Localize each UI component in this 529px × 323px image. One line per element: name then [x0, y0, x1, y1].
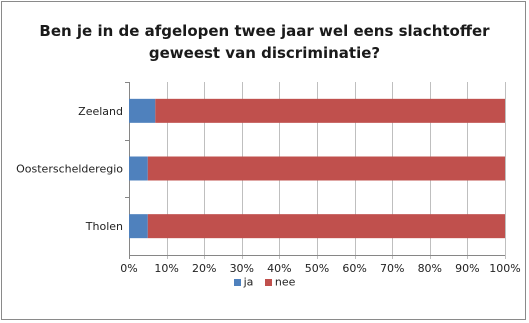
bar-nee-1	[147, 156, 506, 181]
bar-ja-1	[129, 156, 148, 181]
x-tick-label: 30%	[230, 262, 254, 275]
x-tick-label: 0%	[120, 262, 137, 275]
x-tick-label: 90%	[455, 262, 479, 275]
x-tick-label: 20%	[192, 262, 216, 275]
x-tick-label: 60%	[342, 262, 366, 275]
x-tick-label: 80%	[418, 262, 442, 275]
y-category-label: Tholen	[85, 220, 123, 233]
x-tick-label: 10%	[154, 262, 178, 275]
x-tick-label: 50%	[305, 262, 329, 275]
x-tick-label: 40%	[267, 262, 291, 275]
legend-label-ja: ja	[243, 275, 254, 289]
bar-nee-2	[147, 214, 506, 239]
y-category-label: Oosterschelderegio	[16, 163, 123, 176]
x-tick-label: 100%	[489, 262, 520, 275]
legend-swatch-ja	[233, 278, 241, 286]
legend-label-nee: nee	[274, 275, 296, 289]
bar-nee-0	[155, 98, 505, 123]
chart-title-line-1: Ben je in de afgelopen twee jaar wel een…	[39, 22, 490, 40]
bar-ja-2	[129, 214, 148, 239]
legend: ja nee	[0, 275, 529, 289]
x-tick-label: 70%	[380, 262, 404, 275]
legend-item-ja: ja	[233, 275, 254, 289]
legend-swatch-nee	[264, 278, 272, 286]
legend-item-nee: nee	[264, 275, 296, 289]
chart-title: Ben je in de afgelopen twee jaar wel een…	[0, 20, 529, 64]
y-category-label: Zeeland	[78, 105, 123, 118]
bar-ja-0	[129, 98, 156, 123]
chart-title-line-2: geweest van discriminatie?	[148, 44, 381, 62]
